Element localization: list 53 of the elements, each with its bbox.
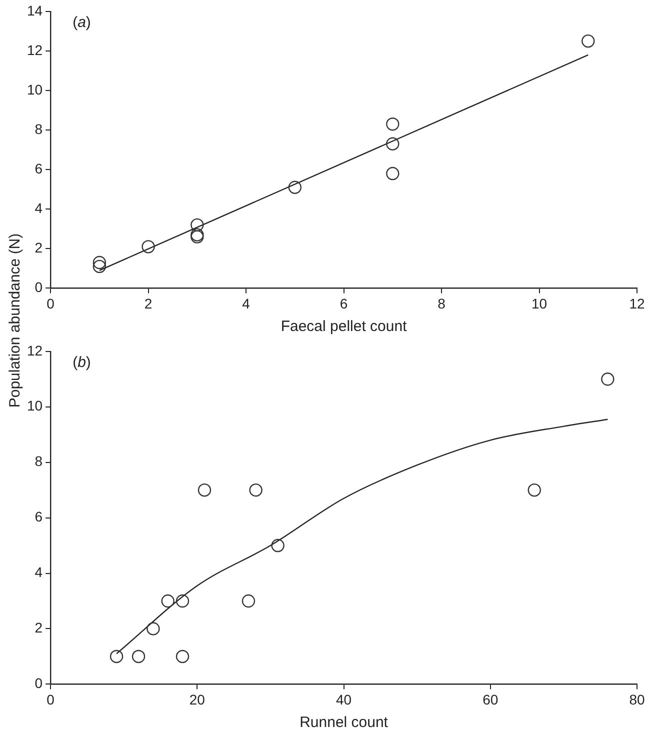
point <box>386 166 400 180</box>
x-tick-label: 6 <box>340 295 348 312</box>
x-tick-label: 80 <box>629 691 645 708</box>
point <box>601 372 614 386</box>
point <box>582 34 595 48</box>
point <box>161 594 174 608</box>
annotation: (a) <box>72 14 91 32</box>
x-tick-label: 0 <box>46 295 55 312</box>
x-tick-label: 20 <box>189 691 206 708</box>
y-tick-label: 12 <box>26 342 43 358</box>
y-tick-label: 8 <box>34 453 43 470</box>
x-tick-label: 60 <box>482 691 498 708</box>
point <box>176 594 190 608</box>
point <box>198 483 212 497</box>
point <box>132 650 146 664</box>
y-tick-label: 0 <box>34 675 43 692</box>
point <box>92 256 106 270</box>
y-tick-label: 0 <box>34 279 43 296</box>
x-tick-label: 4 <box>242 295 250 312</box>
point <box>386 117 400 131</box>
point <box>92 260 106 274</box>
y-tick-label: 12 <box>26 42 43 58</box>
point <box>288 180 302 194</box>
y-tick-label: 10 <box>26 81 43 98</box>
point <box>242 594 256 608</box>
x-tick-label: 12 <box>629 295 645 312</box>
x-tick-label: 2 <box>144 295 152 312</box>
point <box>146 622 160 636</box>
y-tick-label: 8 <box>34 120 43 137</box>
x-tick-label: 10 <box>531 295 548 312</box>
y-tick-label: 6 <box>34 508 43 525</box>
x-axis-title: Runnel count <box>300 714 389 732</box>
x-tick-label: 8 <box>438 295 446 312</box>
y-tick-label: 6 <box>34 160 43 176</box>
point <box>249 483 262 497</box>
x-tick-label: 0 <box>46 691 55 708</box>
x-axis-title: Faecal pellet count <box>280 318 408 336</box>
annotation: (b) <box>72 354 91 372</box>
point <box>271 538 284 552</box>
point <box>110 650 124 664</box>
y-tick-label: 2 <box>34 620 43 636</box>
x-tick-label: 40 <box>336 691 352 708</box>
y-tick-label: 4 <box>34 200 43 216</box>
point <box>386 137 400 150</box>
point <box>176 650 190 664</box>
y-tick-label: 4 <box>34 564 43 580</box>
y-tick-label: 2 <box>34 240 43 256</box>
point <box>190 218 204 232</box>
y-tick-label: 10 <box>26 398 43 414</box>
y-tick-label: 14 <box>26 2 43 18</box>
point <box>528 483 541 497</box>
point <box>142 240 155 254</box>
y-axis-title: Population abundance (N) <box>6 232 24 408</box>
